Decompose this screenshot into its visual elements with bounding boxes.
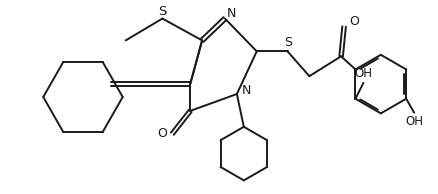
Text: N: N	[242, 84, 251, 97]
Text: O: O	[158, 127, 167, 140]
Text: O: O	[349, 15, 359, 28]
Text: OH: OH	[354, 68, 372, 81]
Text: N: N	[227, 7, 237, 20]
Text: S: S	[285, 36, 293, 49]
Text: S: S	[158, 5, 166, 18]
Text: OH: OH	[405, 115, 423, 128]
